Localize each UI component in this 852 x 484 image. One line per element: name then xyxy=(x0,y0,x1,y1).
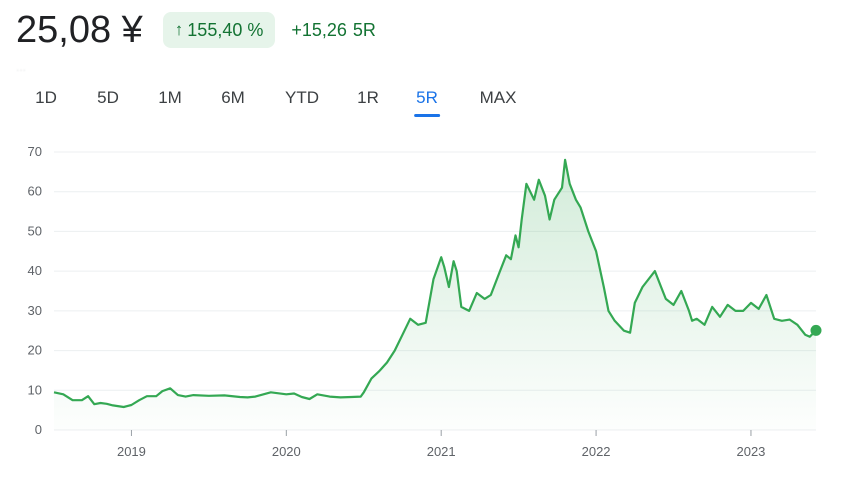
range-tab-ytd[interactable]: YTD xyxy=(285,88,319,107)
price-chart[interactable]: 0 10 20 30 40 50 60 70 2019 2020 2021 2022 2023 xyxy=(0,130,852,470)
range-tab-5r[interactable]: 5R xyxy=(414,88,440,117)
absolute-change-value: +15,26 xyxy=(291,19,347,40)
y-tick-label: 20 xyxy=(28,343,42,358)
current-price: 25,08 ¥ xyxy=(16,8,143,51)
x-tick-label: 2021 xyxy=(427,444,456,459)
y-tick-label: 30 xyxy=(28,303,42,318)
change-period: 5R xyxy=(352,19,376,40)
range-tab-1m[interactable]: 1M xyxy=(158,88,182,107)
y-tick-label: 60 xyxy=(28,184,42,199)
percent-change-badge: ↑ 155,40 % xyxy=(162,12,276,48)
x-tick-label: 2019 xyxy=(117,444,146,459)
x-axis-ticks: 2019 2020 2021 2022 2023 xyxy=(117,430,765,459)
y-axis-ticks: 0 10 20 30 40 50 60 70 xyxy=(28,144,42,437)
range-tab-1r[interactable]: 1R xyxy=(357,88,379,107)
y-tick-label: 70 xyxy=(28,144,42,159)
range-tab-max[interactable]: MAX xyxy=(479,88,517,107)
percent-change-value: 155,40 % xyxy=(187,19,264,40)
y-tick-label: 40 xyxy=(28,263,42,278)
y-tick-label: 50 xyxy=(28,223,42,238)
price-line xyxy=(53,158,817,409)
quote-timestamp: ... xyxy=(16,60,27,74)
price-area-fill xyxy=(54,159,816,430)
y-tick-label: 0 xyxy=(35,422,42,437)
last-price-point xyxy=(810,324,822,336)
quote-header: 25,08 ¥ ↑ 155,40 % +15,26 5R xyxy=(16,8,376,52)
arrow-up-icon: ↑ xyxy=(174,20,184,39)
range-tab-5d[interactable]: 5D xyxy=(97,88,119,107)
absolute-change: +15,26 5R xyxy=(291,20,376,41)
x-tick-label: 2020 xyxy=(272,444,301,459)
range-tab-6m[interactable]: 6M xyxy=(221,88,245,107)
x-tick-label: 2023 xyxy=(736,444,765,459)
range-tab-1d[interactable]: 1D xyxy=(35,88,57,107)
x-tick-label: 2022 xyxy=(582,444,611,459)
y-tick-label: 10 xyxy=(28,382,42,397)
